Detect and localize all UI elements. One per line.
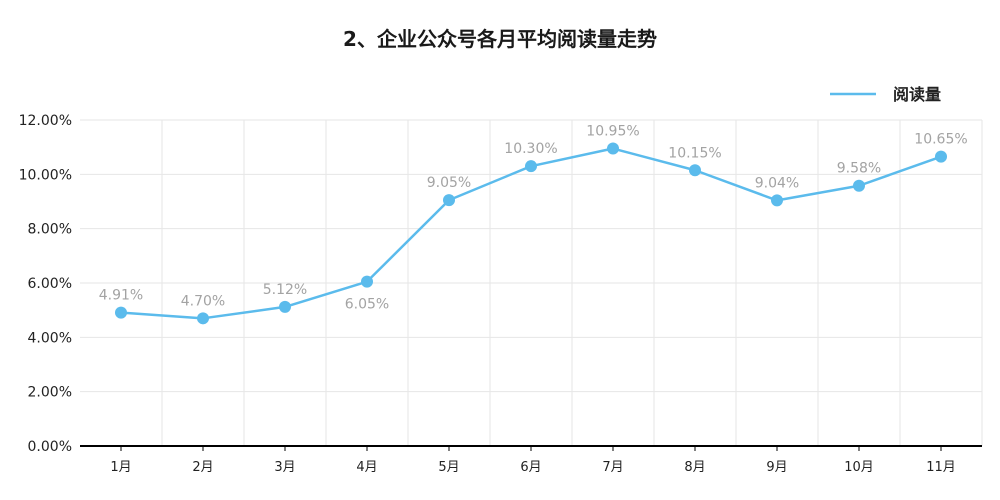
y-tick-label: 4.00% [28,330,72,346]
x-tick-label: 7月 [602,460,623,475]
x-tick-label: 9月 [766,460,787,475]
chart-title: 2、企业公众号各月平均阅读量走势 [343,27,657,51]
y-tick-label: 2.00% [28,385,72,401]
x-axis: 1月 2月 3月 4月 5月 6月 7月 8月 9月 10月 11月 [80,445,982,475]
data-point [771,194,783,207]
data-label: 10.95% [586,124,639,140]
x-tick-label: 6月 [520,460,541,475]
data-point [115,306,127,319]
x-tick-label: 11月 [926,460,956,475]
legend: 阅读量 [830,85,941,104]
data-point [279,300,291,313]
data-point [853,179,865,192]
x-tick-label: 3月 [274,460,295,475]
y-axis: 0.00% 2.00% 4.00% 6.00% 8.00% 10.00% 12.00% [19,113,72,455]
data-label: 5.12% [263,282,307,298]
data-point [689,164,701,177]
data-point [525,160,537,173]
data-label: 9.58% [837,161,881,177]
x-tick-label: 4月 [356,460,377,475]
data-label: 4.70% [181,293,225,309]
data-label: 10.30% [504,141,557,157]
x-tick-label: 8月 [684,460,705,475]
data-label: 4.91% [99,288,143,304]
data-label: 6.05% [345,297,389,313]
x-tick-label: 5月 [438,460,459,475]
x-tick-label: 2月 [192,460,213,475]
gridlines [80,119,983,446]
y-tick-label: 6.00% [28,276,72,292]
data-label: 9.05% [427,175,471,191]
data-label: 9.04% [755,175,799,191]
data-label: 10.65% [914,132,967,148]
y-tick-label: 10.00% [19,167,72,183]
plot-area: 4.91% 4.70% 5.12% 6.05% 9.05% 10.30% 10.95% 10.… [99,124,968,325]
data-label: 10.15% [668,145,721,161]
data-point [361,275,373,288]
x-tick-label: 1月 [110,460,131,475]
x-tick-label: 10月 [844,460,874,475]
y-tick-label: 12.00% [19,113,72,129]
data-point [935,150,947,163]
y-tick-label: 8.00% [28,222,72,238]
y-tick-label: 0.00% [28,439,72,455]
data-point [197,312,209,325]
legend-label: 阅读量 [893,85,941,104]
data-point [443,194,455,207]
data-point [607,142,619,155]
